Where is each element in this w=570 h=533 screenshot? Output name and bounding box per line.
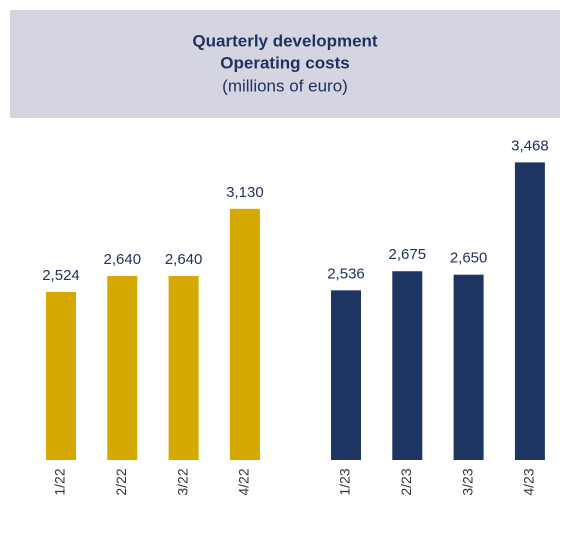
value-label: 2,536 [327,265,365,282]
chart-unit: (millions of euro) [222,76,348,95]
bar [46,291,76,460]
x-tick-label: 1/22 [52,468,68,495]
value-label: 3,468 [511,137,549,154]
value-label: 2,640 [165,251,203,268]
bar [107,276,138,460]
value-label: 2,640 [104,251,142,268]
chart-title: Quarterly development [192,31,378,50]
header-box [10,10,560,118]
chart-subtitle: Operating costs [220,53,349,72]
x-tick-label: 2/23 [398,468,414,495]
x-tick-label: 2/22 [113,468,129,495]
value-label: 2,524 [42,267,80,284]
x-tick-label: 3/22 [174,468,190,495]
bar [514,162,545,460]
bar [229,208,260,460]
x-tick-label: 3/23 [459,468,475,495]
x-tick-label: 4/23 [521,468,537,495]
value-label: 2,675 [389,246,427,263]
x-tick-label: 4/22 [236,468,252,495]
x-tick-label: 1/23 [337,468,353,495]
value-label: 2,650 [450,250,488,267]
bar [453,274,484,460]
bar [392,271,423,460]
value-label: 3,130 [226,184,264,201]
bar [331,290,361,460]
bar [168,276,199,460]
